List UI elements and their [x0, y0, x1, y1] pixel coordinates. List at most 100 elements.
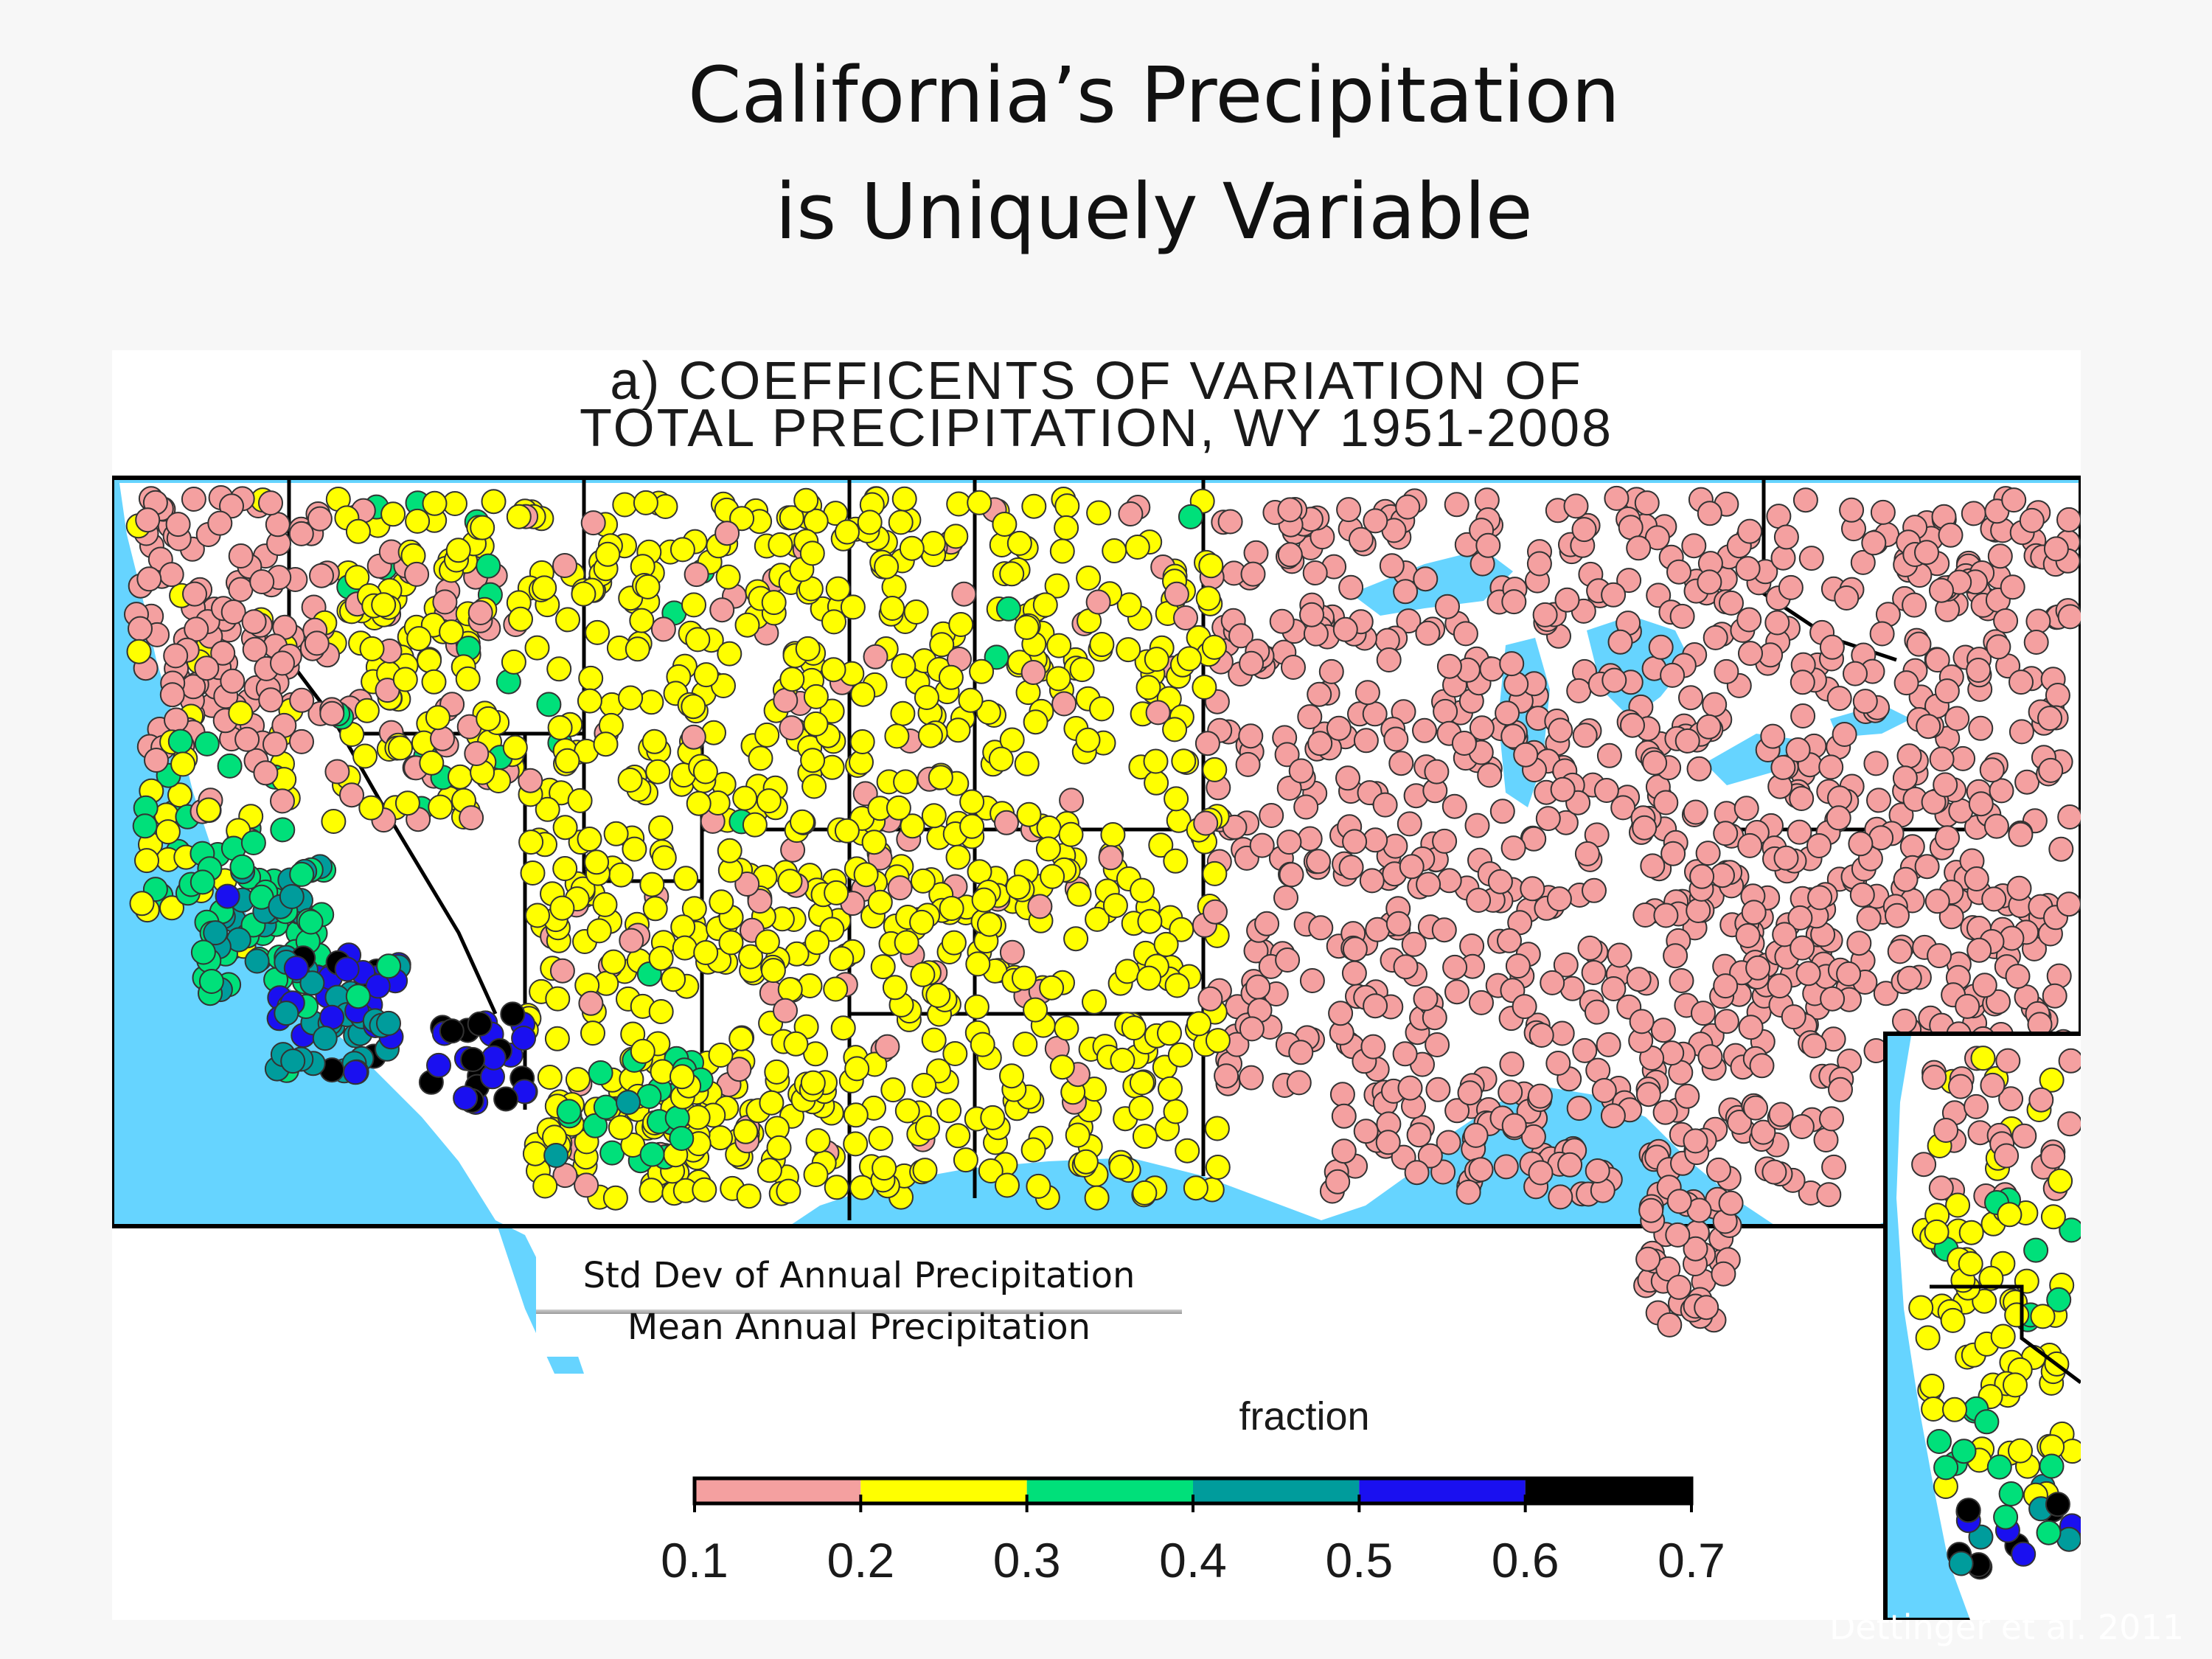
- station-marker: [1110, 1047, 1135, 1073]
- station-marker: [425, 705, 451, 731]
- station-marker: [917, 723, 943, 748]
- station-marker: [1997, 1202, 2023, 1228]
- station-marker: [2006, 875, 2032, 901]
- station-marker: [911, 1073, 937, 1098]
- station-marker: [552, 553, 577, 578]
- station-marker: [999, 561, 1025, 587]
- station-marker: [1856, 905, 1882, 931]
- station-marker: [1183, 1175, 1208, 1201]
- station-marker: [669, 1126, 695, 1151]
- station-marker: [1393, 579, 1419, 605]
- station-marker: [459, 805, 484, 831]
- legend-color-bin: [695, 1478, 861, 1503]
- station-marker: [880, 1077, 906, 1103]
- station-marker: [1933, 1118, 1959, 1143]
- station-marker: [419, 750, 445, 776]
- station-marker: [618, 685, 644, 711]
- station-marker: [1444, 979, 1470, 1005]
- station-marker: [506, 504, 532, 529]
- station-marker: [945, 844, 971, 870]
- station-marker: [426, 1052, 451, 1078]
- station-marker: [164, 707, 189, 733]
- station-marker: [1711, 1261, 1736, 1287]
- station-marker: [995, 596, 1021, 622]
- station-marker: [1737, 832, 1763, 858]
- station-marker: [685, 627, 711, 653]
- station-marker: [307, 506, 333, 532]
- station-marker: [1820, 986, 1846, 1012]
- station-marker: [1919, 1374, 1945, 1399]
- station-marker: [1669, 603, 1695, 629]
- station-marker: [1186, 1011, 1211, 1037]
- station-marker: [1666, 559, 1691, 585]
- station-marker: [1964, 1093, 1989, 1119]
- station-marker: [1924, 647, 1950, 673]
- station-marker: [1532, 602, 1558, 627]
- station-marker: [1501, 589, 1527, 615]
- station-marker: [203, 920, 229, 946]
- station-marker: [630, 1038, 655, 1064]
- station-marker: [432, 589, 458, 615]
- station-marker: [1145, 700, 1171, 726]
- station-marker: [1914, 540, 1939, 566]
- station-marker: [460, 1047, 486, 1072]
- station-marker: [825, 576, 851, 602]
- inset-station-markers: [1908, 1046, 2081, 1580]
- station-marker: [1660, 841, 1686, 866]
- station-marker: [417, 647, 442, 673]
- station-marker: [1557, 1152, 1583, 1178]
- station-marker: [853, 862, 879, 888]
- station-marker: [1942, 1397, 1967, 1422]
- station-marker: [681, 896, 707, 922]
- station-marker: [1503, 671, 1529, 697]
- station-marker: [1417, 1143, 1443, 1169]
- station-marker: [639, 1178, 664, 1203]
- station-marker: [834, 818, 860, 844]
- station-marker: [1044, 573, 1070, 599]
- station-marker: [1972, 1288, 1997, 1314]
- map-frame: [112, 476, 2081, 1228]
- station-marker: [1016, 801, 1042, 827]
- station-marker: [2030, 1304, 2056, 1329]
- station-marker: [1353, 728, 1379, 754]
- station-marker: [592, 891, 618, 917]
- station-marker: [547, 714, 573, 740]
- legend-tick-label: 0.4: [1159, 1533, 1227, 1587]
- station-marker: [742, 812, 768, 838]
- station-marker: [1297, 826, 1323, 852]
- station-marker: [198, 969, 224, 994]
- station-marker: [404, 561, 430, 587]
- station-marker: [1144, 770, 1169, 796]
- station-marker: [1770, 545, 1796, 571]
- station-marker: [304, 630, 330, 656]
- station-marker: [953, 1147, 978, 1173]
- station-marker: [1075, 727, 1101, 753]
- station-marker: [1144, 647, 1169, 672]
- station-marker: [1772, 922, 1798, 947]
- station-marker: [1571, 517, 1597, 543]
- station-marker: [1363, 508, 1388, 534]
- station-marker: [1778, 574, 1804, 600]
- station-marker: [1927, 943, 1952, 969]
- station-marker: [1665, 1222, 1691, 1248]
- station-marker: [603, 821, 629, 846]
- station-marker: [639, 1141, 665, 1167]
- station-marker: [1601, 667, 1627, 693]
- station-marker: [773, 687, 799, 713]
- station-marker: [1663, 943, 1688, 969]
- station-marker: [1132, 1180, 1158, 1206]
- station-marker: [971, 887, 997, 913]
- station-marker: [1948, 1074, 1973, 1099]
- station-marker: [1435, 594, 1460, 619]
- station-marker: [1745, 955, 1771, 981]
- station-marker: [1713, 973, 1739, 999]
- station-marker: [1986, 634, 2011, 660]
- station-marker: [893, 769, 919, 795]
- station-marker: [1469, 990, 1494, 1015]
- station-marker: [1129, 1070, 1155, 1096]
- slide-title-line2: is Uniquely Variable: [775, 167, 1533, 257]
- station-marker: [1548, 1184, 1573, 1210]
- station-marker: [1066, 881, 1092, 907]
- station-marker: [196, 797, 221, 823]
- station-marker: [552, 856, 578, 881]
